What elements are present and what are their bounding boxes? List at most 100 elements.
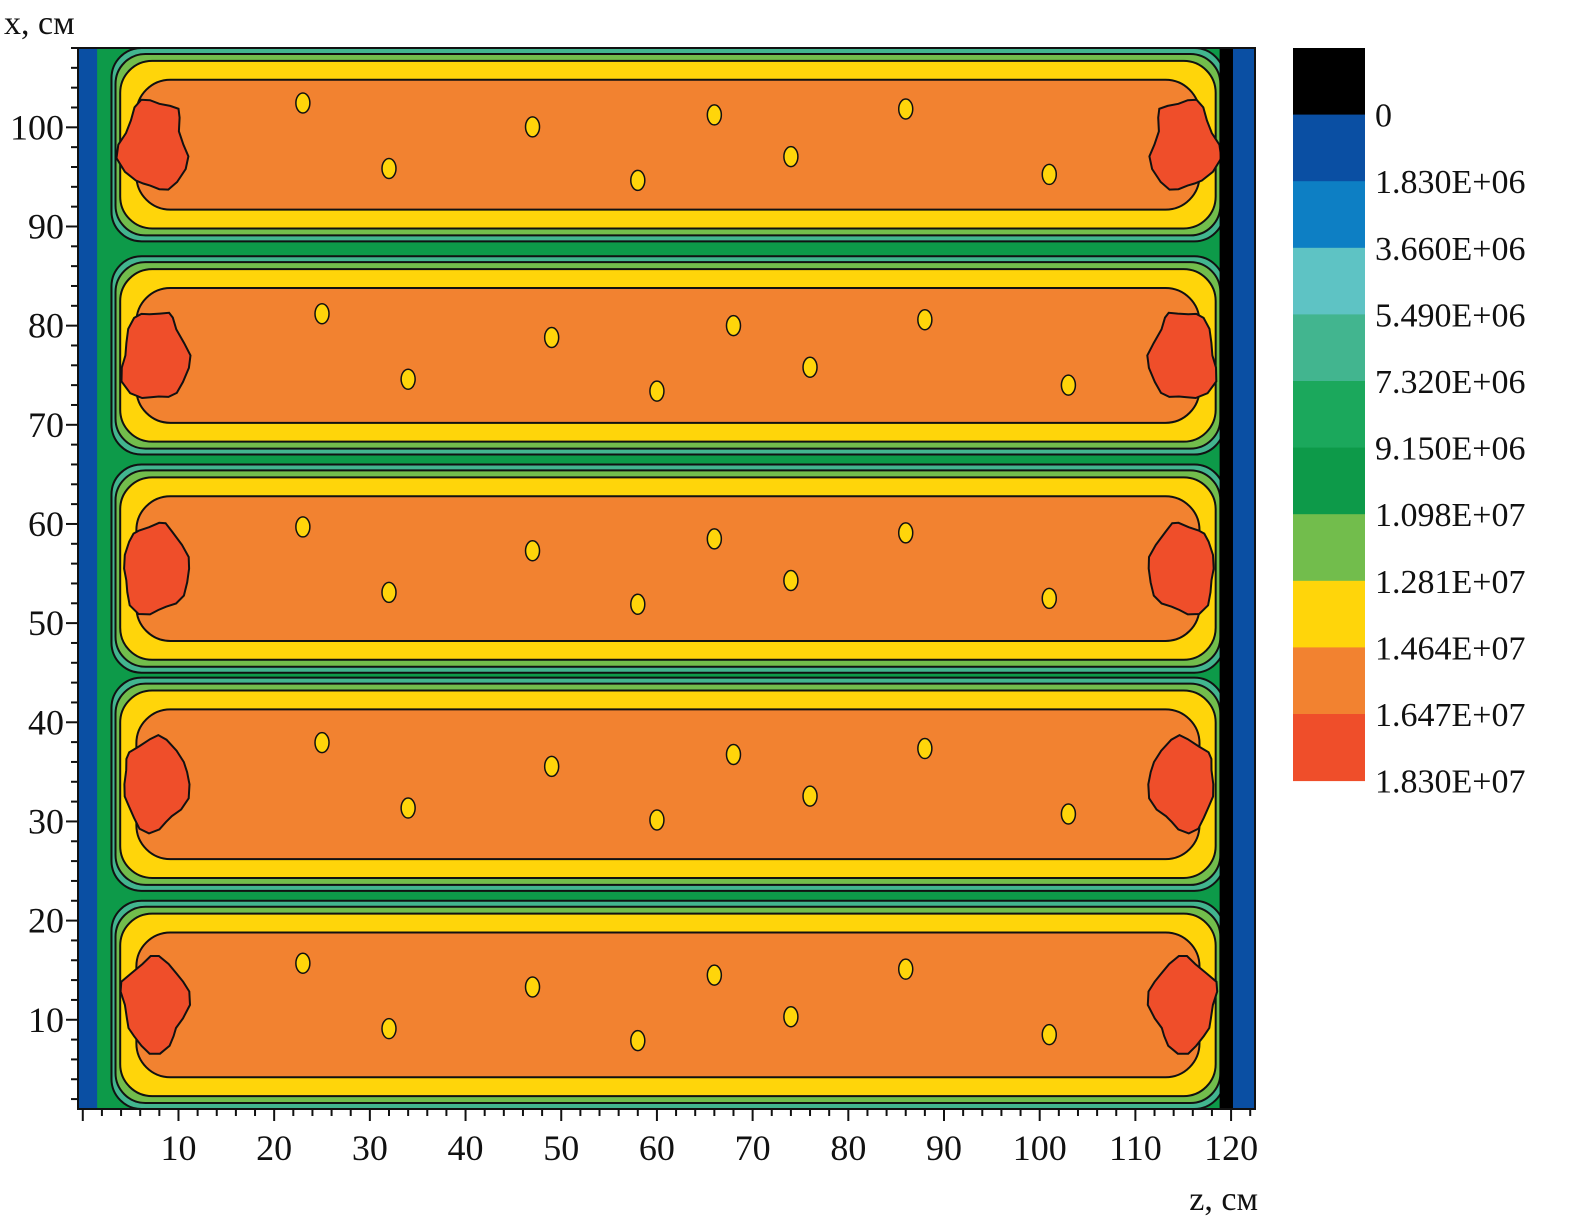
legend-label: 1.830E+07 <box>1375 764 1525 801</box>
x-tick-label: 90 <box>926 1128 962 1168</box>
legend-swatch <box>1293 714 1365 782</box>
yellow-island <box>524 976 541 998</box>
left-boundary <box>78 48 98 1109</box>
yellow-island <box>725 743 742 766</box>
hot-spot <box>115 98 190 191</box>
x-axis: 10 20 30 40 50 60 70 80 90 100 110 120 <box>81 1109 1258 1168</box>
legend-swatch <box>1293 181 1365 249</box>
yellow-island <box>630 1029 646 1052</box>
y-axis-label: x, см <box>4 5 75 42</box>
yellow-island <box>1060 803 1077 825</box>
yellow-island <box>630 593 646 616</box>
hot-spot <box>120 311 192 400</box>
x-tick-label: 120 <box>1204 1128 1258 1168</box>
x-tick-label: 100 <box>1013 1128 1067 1168</box>
y-tick-label: 40 <box>28 702 64 742</box>
x-tick-label: 50 <box>543 1128 579 1168</box>
channel-1 <box>110 899 1226 1109</box>
hot-spot <box>1147 733 1215 835</box>
yellow-island <box>649 380 665 402</box>
legend-label: 1.281E+07 <box>1375 564 1525 601</box>
channel-band-4 <box>135 495 1201 642</box>
hot-spot <box>1148 98 1223 191</box>
yellow-island <box>802 785 818 807</box>
yellow-island <box>381 1017 397 1040</box>
legend-swatch <box>1293 514 1365 582</box>
x-tick-label: 70 <box>735 1128 771 1168</box>
yellow-island <box>917 737 933 760</box>
yellow-island <box>543 755 560 778</box>
hot-spot <box>123 733 191 835</box>
yellow-island <box>783 145 799 168</box>
legend-swatch <box>1293 48 1365 116</box>
yellow-island <box>314 731 330 754</box>
yellow-island <box>381 581 397 604</box>
yellow-island <box>706 104 723 126</box>
hot-spot <box>1146 955 1219 1055</box>
yellow-island <box>917 308 933 331</box>
channel-band-4 <box>135 708 1201 861</box>
legend-label: 1.098E+07 <box>1375 497 1525 534</box>
legend-label: 0 <box>1375 98 1392 135</box>
yellow-island <box>1041 1023 1058 1046</box>
channel-5 <box>110 48 1226 243</box>
yellow-island <box>649 809 665 831</box>
legend-swatch <box>1293 247 1365 315</box>
yellow-island <box>524 116 541 138</box>
y-tick-label: 100 <box>10 107 64 147</box>
x-axis-label: z, см <box>1189 1181 1258 1218</box>
channel-band-4 <box>135 931 1201 1079</box>
x-tick-label: 40 <box>448 1128 484 1168</box>
legend-label: 1.830E+06 <box>1375 164 1525 201</box>
hot-spot <box>123 521 191 616</box>
legend-label: 5.490E+06 <box>1375 297 1525 334</box>
yellow-island <box>295 516 311 538</box>
channel-4 <box>110 255 1226 456</box>
legend-swatch <box>1293 647 1365 715</box>
channel-3 <box>110 463 1226 674</box>
yellow-island <box>400 368 416 390</box>
yellow-island <box>543 326 560 349</box>
hot-spot <box>1147 521 1215 616</box>
y-tick-label: 90 <box>28 206 64 246</box>
legend-swatch <box>1293 381 1365 449</box>
y-tick-label: 70 <box>28 405 64 445</box>
right-boundary <box>1232 48 1255 1109</box>
y-tick-label: 50 <box>28 603 64 643</box>
color-legend: 0 1.830E+06 3.660E+06 5.490E+06 7.320E+06 9.1… <box>1293 48 1525 801</box>
legend-label: 1.647E+07 <box>1375 697 1525 734</box>
y-tick-label: 80 <box>28 306 64 346</box>
legend-swatch <box>1293 114 1365 182</box>
legend-label: 3.660E+06 <box>1375 231 1525 268</box>
yellow-island <box>802 356 818 379</box>
plot-area <box>78 48 1255 1109</box>
y-axis: 10 20 30 40 50 60 70 80 90 100 <box>10 47 78 1101</box>
yellow-island <box>630 169 646 192</box>
yellow-island <box>706 528 723 550</box>
legend-swatch <box>1293 580 1365 648</box>
legend-label: 1.464E+07 <box>1375 630 1525 667</box>
yellow-island <box>524 539 541 562</box>
yellow-island <box>314 302 330 325</box>
x-tick-label: 60 <box>639 1128 675 1168</box>
channel-band-4 <box>135 286 1201 424</box>
yellow-island <box>1041 163 1058 186</box>
y-tick-label: 60 <box>28 504 64 544</box>
x-tick-label: 80 <box>830 1128 866 1168</box>
y-tick-label: 10 <box>28 1000 64 1040</box>
plot-frame <box>77 47 1256 1110</box>
legend-swatch <box>1293 447 1365 515</box>
yellow-island <box>400 797 416 819</box>
yellow-island <box>295 952 311 974</box>
right-boundary-black <box>1219 48 1233 1109</box>
yellow-island <box>381 157 397 180</box>
legend-label: 9.150E+06 <box>1375 431 1525 468</box>
x-tick-label: 10 <box>160 1128 196 1168</box>
yellow-island <box>897 522 914 544</box>
yellow-island <box>295 92 311 114</box>
yellow-island <box>725 314 742 337</box>
x-tick-label: 20 <box>256 1128 292 1168</box>
yellow-island <box>783 569 799 592</box>
x-tick-label: 30 <box>352 1128 388 1168</box>
